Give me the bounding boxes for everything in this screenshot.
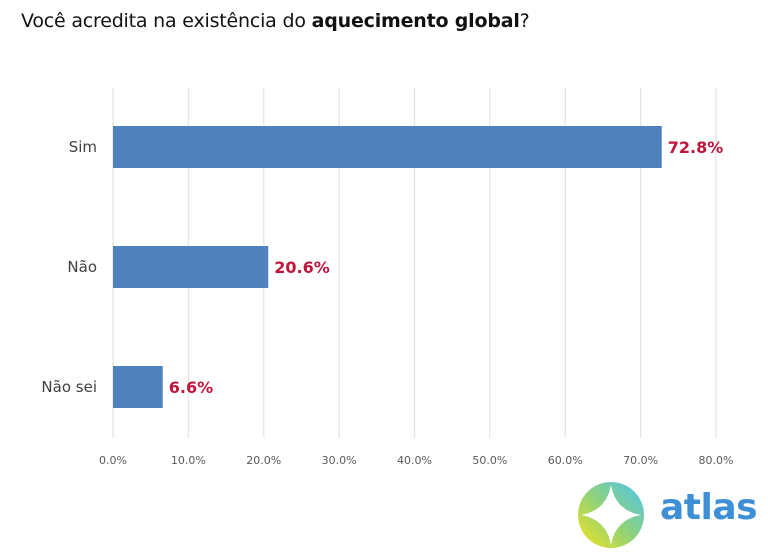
category-labels: Sim Não Não sei (41, 138, 97, 396)
data-label: 72.8% (668, 138, 724, 157)
title-bold: aquecimento global (311, 10, 520, 32)
atlas-logo: atlas (576, 480, 758, 550)
bar-chart: Sim Não Não sei 72.8% 20.6% 6.6% 0.0% 10.0% 20… (41, 88, 733, 467)
title-prefix: Você acredita na existência do (21, 10, 312, 32)
bar (113, 366, 163, 408)
x-tick-label: 0.0% (99, 454, 127, 467)
x-tick-label: 20.0% (246, 454, 281, 467)
data-label: 20.6% (274, 258, 330, 277)
chart-title: Você acredita na existência do aquecimen… (21, 10, 530, 32)
bars (113, 126, 662, 408)
x-tick-labels: 0.0% 10.0% 20.0% 30.0% 40.0% 50.0% 60.0% 70.0% 8… (99, 454, 733, 467)
x-tick-label: 80.0% (699, 454, 734, 467)
bar (113, 246, 269, 288)
data-labels: 72.8% 20.6% 6.6% (169, 138, 723, 397)
category-label: Não sei (41, 378, 97, 396)
data-label: 6.6% (169, 378, 213, 397)
atlas-compass-icon (578, 482, 644, 548)
x-tick-label: 10.0% (171, 454, 206, 467)
logo-text: atlas (660, 487, 758, 528)
category-label: Não (67, 258, 97, 276)
x-tick-label: 50.0% (472, 454, 507, 467)
x-tick-label: 70.0% (623, 454, 658, 467)
x-tick-label: 60.0% (548, 454, 583, 467)
x-tick-label: 40.0% (397, 454, 432, 467)
x-tick-label: 30.0% (322, 454, 357, 467)
bar (113, 126, 662, 168)
title-suffix: ? (519, 10, 530, 32)
category-label: Sim (69, 138, 97, 156)
